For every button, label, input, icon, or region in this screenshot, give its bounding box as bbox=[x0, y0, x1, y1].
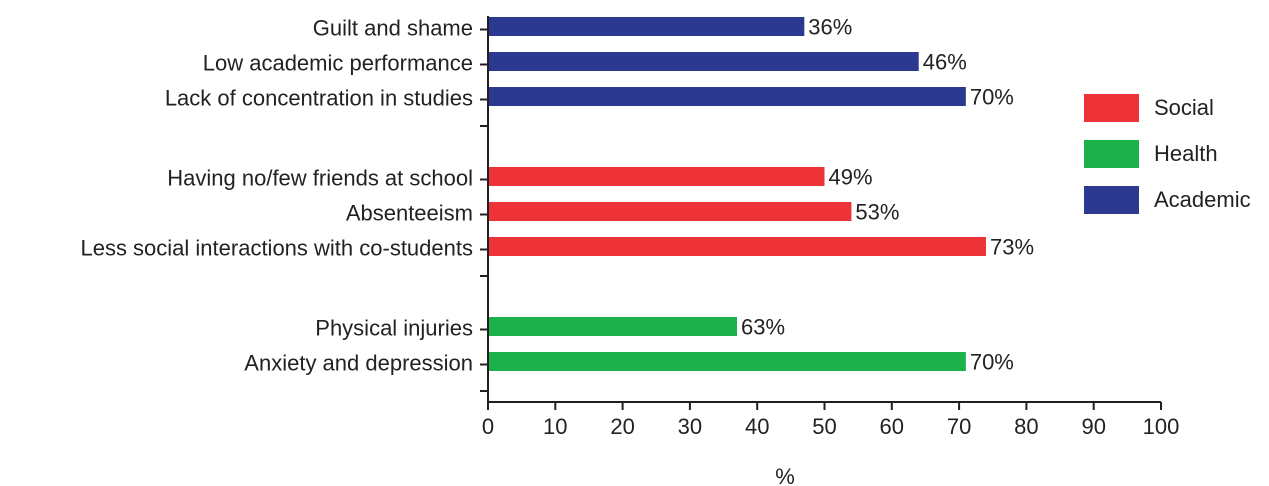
category-label: Guilt and shame bbox=[313, 15, 473, 40]
bar-academic bbox=[489, 87, 966, 106]
legend-swatch-social bbox=[1084, 94, 1139, 122]
category-label: Lack of concentration in studies bbox=[165, 85, 473, 110]
category-label: Anxiety and depression bbox=[244, 350, 473, 375]
x-tick-label: 0 bbox=[482, 414, 494, 439]
bar-social bbox=[489, 167, 825, 186]
category-labels: Guilt and shame Low academic performance L… bbox=[80, 15, 473, 375]
data-label: 73% bbox=[990, 234, 1034, 259]
bar-social bbox=[489, 237, 987, 256]
legend-label-academic: Academic bbox=[1154, 187, 1251, 212]
legend: Social Health Academic bbox=[1084, 94, 1251, 214]
bars bbox=[489, 17, 987, 371]
x-tick-label: 30 bbox=[678, 414, 702, 439]
x-tick-label: 10 bbox=[543, 414, 567, 439]
x-ticks: 0 10 20 30 40 50 60 70 80 90 100 bbox=[482, 402, 1179, 439]
data-label: 46% bbox=[923, 49, 967, 74]
x-tick-label: 20 bbox=[610, 414, 634, 439]
legend-label-health: Health bbox=[1154, 141, 1218, 166]
bar-academic bbox=[489, 52, 919, 71]
bar-academic bbox=[489, 17, 805, 36]
category-label: Less social interactions with co-student… bbox=[80, 235, 473, 260]
data-label: 49% bbox=[829, 164, 873, 189]
category-label: Absenteeism bbox=[346, 200, 473, 225]
category-label: Low academic performance bbox=[203, 50, 473, 75]
bar-social bbox=[489, 202, 852, 221]
legend-label-social: Social bbox=[1154, 95, 1214, 120]
x-tick-label: 90 bbox=[1081, 414, 1105, 439]
x-axis-label: % bbox=[775, 464, 795, 486]
x-tick-label: 70 bbox=[947, 414, 971, 439]
x-tick-label: 60 bbox=[880, 414, 904, 439]
data-labels: 36%46%70%49%53%73%63%70% bbox=[741, 14, 1034, 374]
x-tick-label: 40 bbox=[745, 414, 769, 439]
data-label: 53% bbox=[855, 199, 899, 224]
bar-health bbox=[489, 317, 738, 336]
legend-swatch-academic bbox=[1084, 186, 1139, 214]
data-label: 70% bbox=[970, 349, 1014, 374]
x-tick-label: 50 bbox=[812, 414, 836, 439]
legend-swatch-health bbox=[1084, 140, 1139, 168]
data-label: 36% bbox=[808, 14, 852, 39]
x-tick-label: 100 bbox=[1143, 414, 1180, 439]
data-label: 70% bbox=[970, 84, 1014, 109]
x-tick-label: 80 bbox=[1014, 414, 1038, 439]
bar-health bbox=[489, 352, 966, 371]
data-label: 63% bbox=[741, 314, 785, 339]
category-label: Physical injuries bbox=[315, 315, 473, 340]
category-label: Having no/few friends at school bbox=[167, 165, 473, 190]
